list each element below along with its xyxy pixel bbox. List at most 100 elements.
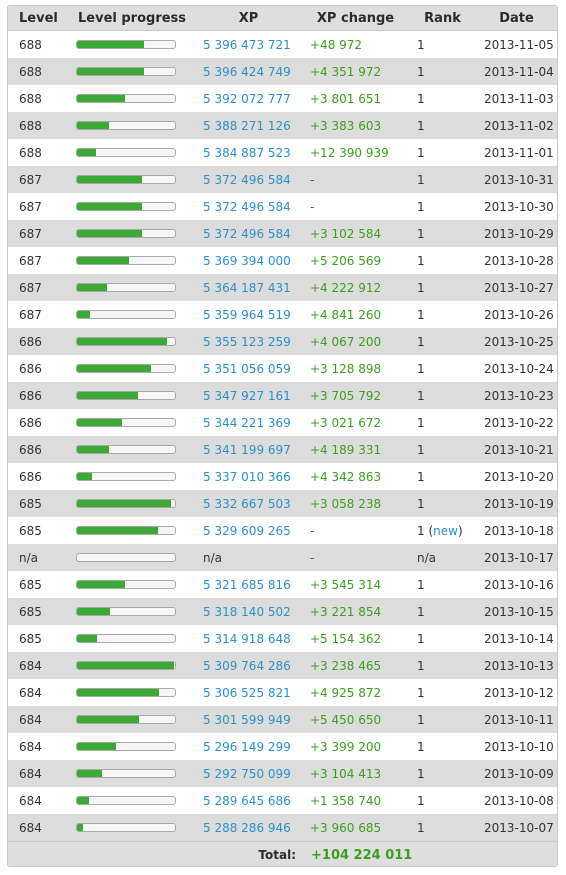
- xp-link[interactable]: 5 318 140 502: [195, 598, 302, 625]
- xp-change-cell: +12 390 939: [302, 139, 409, 166]
- xp-change-cell: +4 925 872: [302, 679, 409, 706]
- xp-link[interactable]: 5 332 667 503: [195, 490, 302, 517]
- date-cell: 2013-10-26: [476, 301, 557, 328]
- level-progress-bar: [76, 310, 176, 319]
- level-cell: 688: [8, 85, 67, 112]
- rank-cell: 1: [409, 760, 476, 787]
- xp-link[interactable]: 5 344 221 369: [195, 409, 302, 436]
- xp-change-cell: -: [302, 544, 409, 571]
- xp-link[interactable]: 5 372 496 584: [195, 166, 302, 193]
- level-progress-bar: [76, 67, 176, 76]
- level-cell: 684: [8, 787, 67, 814]
- table-row: 684 5 289 645 686 +1 358 740 1 2013-10-08: [8, 787, 557, 814]
- level-progress-bar: [76, 40, 176, 49]
- xp-link[interactable]: 5 329 609 265: [195, 517, 302, 544]
- rank-value: 1: [417, 145, 425, 160]
- header-xp-change[interactable]: XP change: [302, 6, 409, 31]
- xp-link[interactable]: 5 372 496 584: [195, 193, 302, 220]
- level-progress-bar: [76, 499, 176, 508]
- table-row: 684 5 288 286 946 +3 960 685 1 2013-10-07: [8, 814, 557, 842]
- progress-cell: [67, 247, 195, 274]
- progress-cell: [67, 139, 195, 166]
- xp-link[interactable]: 5 359 964 519: [195, 301, 302, 328]
- rank-cell: 1: [409, 328, 476, 355]
- date-cell: 2013-10-23: [476, 382, 557, 409]
- xp-link[interactable]: 5 337 010 366: [195, 463, 302, 490]
- table-row: 685 5 314 918 648 +5 154 362 1 2013-10-14: [8, 625, 557, 652]
- level-cell: 688: [8, 58, 67, 85]
- level-progress-fill: [77, 662, 175, 669]
- rank-value: n/a: [417, 550, 437, 565]
- xp-link[interactable]: 5 306 525 821: [195, 679, 302, 706]
- xp-link[interactable]: 5 384 887 523: [195, 139, 302, 166]
- rank-new-link[interactable]: new: [433, 523, 458, 538]
- progress-cell: [67, 760, 195, 787]
- level-progress-bar: [76, 229, 176, 238]
- rank-value: 1: [417, 685, 425, 700]
- rank-value: 1: [417, 577, 425, 592]
- table-row: 687 5 369 394 000 +5 206 569 1 2013-10-28: [8, 247, 557, 274]
- level-progress-fill: [77, 230, 142, 237]
- header-level-progress[interactable]: Level progress: [67, 6, 195, 31]
- xp-link[interactable]: 5 347 927 161: [195, 382, 302, 409]
- xp-change-cell: +3 399 200: [302, 733, 409, 760]
- xp-link[interactable]: 5 351 056 059: [195, 355, 302, 382]
- xp-change-cell: +3 238 465: [302, 652, 409, 679]
- rank-value: 1: [417, 793, 425, 808]
- table-row: 687 5 364 187 431 +4 222 912 1 2013-10-27: [8, 274, 557, 301]
- header-rank[interactable]: Rank: [409, 6, 476, 31]
- table-row: 686 5 337 010 366 +4 342 863 1 2013-10-20: [8, 463, 557, 490]
- xp-link[interactable]: 5 301 599 949: [195, 706, 302, 733]
- xp-link[interactable]: 5 396 424 749: [195, 58, 302, 85]
- xp-link[interactable]: 5 296 149 299: [195, 733, 302, 760]
- xp-link[interactable]: 5 341 199 697: [195, 436, 302, 463]
- xp-link[interactable]: 5 314 918 648: [195, 625, 302, 652]
- xp-link[interactable]: 5 372 496 584: [195, 220, 302, 247]
- xp-change-cell: +1 358 740: [302, 787, 409, 814]
- date-cell: 2013-10-10: [476, 733, 557, 760]
- table-row: 688 5 388 271 126 +3 383 603 1 2013-11-02: [8, 112, 557, 139]
- rank-value: 1: [417, 334, 425, 349]
- level-progress-fill: [77, 635, 97, 642]
- level-progress-fill: [77, 203, 142, 210]
- xp-link[interactable]: 5 321 685 816: [195, 571, 302, 598]
- level-cell: 687: [8, 247, 67, 274]
- level-cell: 687: [8, 166, 67, 193]
- level-progress-fill: [77, 365, 151, 372]
- header-xp[interactable]: XP: [195, 6, 302, 31]
- xp-link[interactable]: 5 369 394 000: [195, 247, 302, 274]
- level-progress-fill: [77, 581, 126, 588]
- rank-cell: 1: [409, 733, 476, 760]
- date-cell: 2013-10-12: [476, 679, 557, 706]
- xp-link[interactable]: 5 392 072 777: [195, 85, 302, 112]
- xp-link[interactable]: 5 396 473 721: [195, 30, 302, 58]
- table-row: 684 5 309 764 286 +3 238 465 1 2013-10-13: [8, 652, 557, 679]
- xp-link[interactable]: 5 388 271 126: [195, 112, 302, 139]
- level-progress-bar: [76, 283, 176, 292]
- xp-link[interactable]: 5 292 750 099: [195, 760, 302, 787]
- xp-link[interactable]: 5 355 123 259: [195, 328, 302, 355]
- xp-link[interactable]: 5 288 286 946: [195, 814, 302, 842]
- date-cell: 2013-11-01: [476, 139, 557, 166]
- table-row: 688 5 396 424 749 +4 351 972 1 2013-11-04: [8, 58, 557, 85]
- level-progress-bar: [76, 472, 176, 481]
- level-progress-fill: [77, 284, 108, 291]
- level-cell: 685: [8, 598, 67, 625]
- level-progress-bar: [76, 769, 176, 778]
- table-row: 687 5 372 496 584-1 2013-10-30: [8, 193, 557, 220]
- level-progress-fill: [77, 419, 123, 426]
- level-progress-bar: [76, 634, 176, 643]
- header-date[interactable]: Date: [476, 6, 557, 31]
- level-cell: 684: [8, 652, 67, 679]
- xp-change-cell: -: [302, 166, 409, 193]
- header-level[interactable]: Level: [8, 6, 67, 31]
- level-cell: 684: [8, 706, 67, 733]
- rank-value: 1: [417, 469, 425, 484]
- date-cell: 2013-10-17: [476, 544, 557, 571]
- level-progress-fill: [77, 149, 96, 156]
- xp-link[interactable]: 5 309 764 286: [195, 652, 302, 679]
- rank-cell: 1: [409, 490, 476, 517]
- xp-link[interactable]: 5 289 645 686: [195, 787, 302, 814]
- xp-link[interactable]: 5 364 187 431: [195, 274, 302, 301]
- level-progress-bar: [76, 175, 176, 184]
